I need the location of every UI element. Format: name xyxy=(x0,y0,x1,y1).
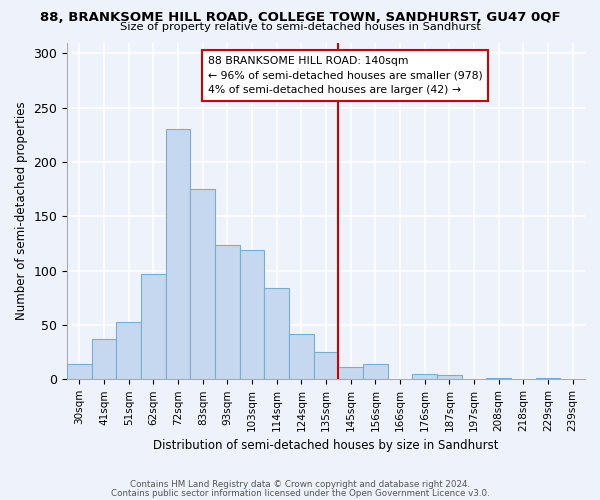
Bar xyxy=(215,244,240,380)
Bar xyxy=(536,378,560,380)
Bar xyxy=(314,352,338,380)
Bar xyxy=(265,288,289,380)
Text: 88 BRANKSOME HILL ROAD: 140sqm
← 96% of semi-detached houses are smaller (978)
4: 88 BRANKSOME HILL ROAD: 140sqm ← 96% of … xyxy=(208,56,482,95)
Bar xyxy=(141,274,166,380)
Bar xyxy=(166,130,190,380)
Bar xyxy=(487,378,511,380)
Bar xyxy=(363,364,388,380)
Text: Contains public sector information licensed under the Open Government Licence v3: Contains public sector information licen… xyxy=(110,488,490,498)
Bar xyxy=(190,189,215,380)
Bar xyxy=(338,368,363,380)
Bar xyxy=(92,339,116,380)
Bar xyxy=(67,364,92,380)
Y-axis label: Number of semi-detached properties: Number of semi-detached properties xyxy=(15,102,28,320)
Bar xyxy=(437,375,462,380)
Text: Contains HM Land Registry data © Crown copyright and database right 2024.: Contains HM Land Registry data © Crown c… xyxy=(130,480,470,489)
Text: Size of property relative to semi-detached houses in Sandhurst: Size of property relative to semi-detach… xyxy=(119,22,481,32)
Bar xyxy=(289,334,314,380)
Text: 88, BRANKSOME HILL ROAD, COLLEGE TOWN, SANDHURST, GU47 0QF: 88, BRANKSOME HILL ROAD, COLLEGE TOWN, S… xyxy=(40,11,560,24)
Bar xyxy=(116,322,141,380)
Bar xyxy=(240,250,265,380)
X-axis label: Distribution of semi-detached houses by size in Sandhurst: Distribution of semi-detached houses by … xyxy=(154,440,499,452)
Bar xyxy=(412,374,437,380)
